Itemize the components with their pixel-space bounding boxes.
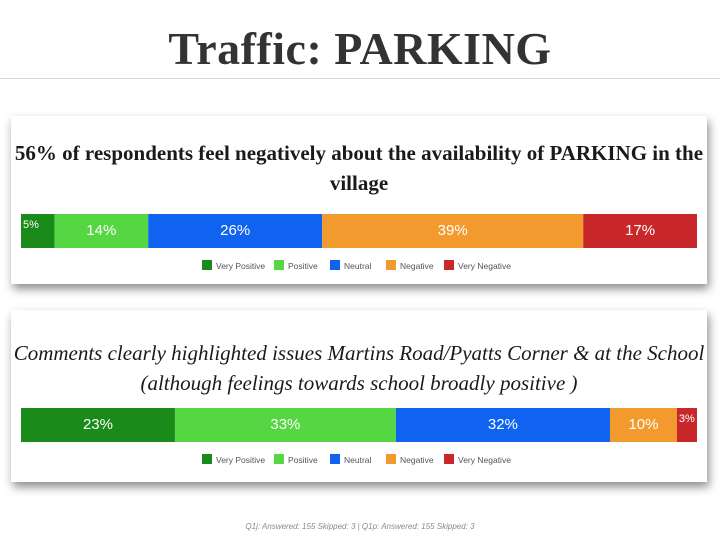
legend-label: Neutral [344, 261, 372, 271]
data-label: 26% [220, 222, 250, 239]
data-label: 14% [86, 222, 116, 239]
legend-label: Very Positive [216, 261, 265, 271]
data-label: 32% [488, 416, 518, 433]
legend-label: Very Positive [216, 455, 265, 465]
legend-swatch-very-negative [444, 454, 454, 464]
legend-swatch-positive [274, 260, 284, 270]
data-label: 3% [679, 413, 695, 425]
legend-swatch-very-positive [202, 454, 212, 464]
legend-swatch-neutral [330, 260, 340, 270]
chart-panel-parking-comments: Comments clearly highlighted issues Mart… [11, 310, 707, 482]
legend-label: Negative [400, 455, 434, 465]
legend-swatch-negative [386, 260, 396, 270]
legend-label: Very Negative [458, 455, 511, 465]
legend-label: Very Negative [458, 261, 511, 271]
chart-panel-parking-village: 56% of respondents feel negatively about… [11, 116, 707, 284]
legend-swatch-negative [386, 454, 396, 464]
data-label: 5% [23, 219, 39, 231]
legend-swatch-neutral [330, 454, 340, 464]
slide-title: Traffic: PARKING [0, 22, 720, 75]
stacked-bar-chart: 5% 14% 26% 39% 17% Very Positive Positive Neutr… [21, 214, 697, 270]
stacked-bar-chart: 23% 33% 32% 10% 3% Very Positive Positive Neutr… [21, 408, 697, 464]
legend-label: Negative [400, 261, 434, 271]
data-label: 23% [83, 416, 113, 433]
legend-swatch-very-positive [202, 260, 212, 270]
legend-swatch-very-negative [444, 260, 454, 270]
data-label: 10% [628, 416, 658, 433]
chart-title: Comments clearly highlighted issues Mart… [11, 338, 707, 398]
legend-label: Positive [288, 455, 318, 465]
legend-swatch-positive [274, 454, 284, 464]
title-divider [0, 78, 720, 79]
chart-title: 56% of respondents feel negatively about… [11, 138, 707, 198]
data-label: 33% [270, 416, 300, 433]
footnote: Q1j: Answered: 155 Skipped: 3 | Q1p: Ans… [0, 522, 720, 531]
data-label: 39% [438, 222, 468, 239]
legend-label: Neutral [344, 455, 372, 465]
legend-label: Positive [288, 261, 318, 271]
data-label: 17% [625, 222, 655, 239]
